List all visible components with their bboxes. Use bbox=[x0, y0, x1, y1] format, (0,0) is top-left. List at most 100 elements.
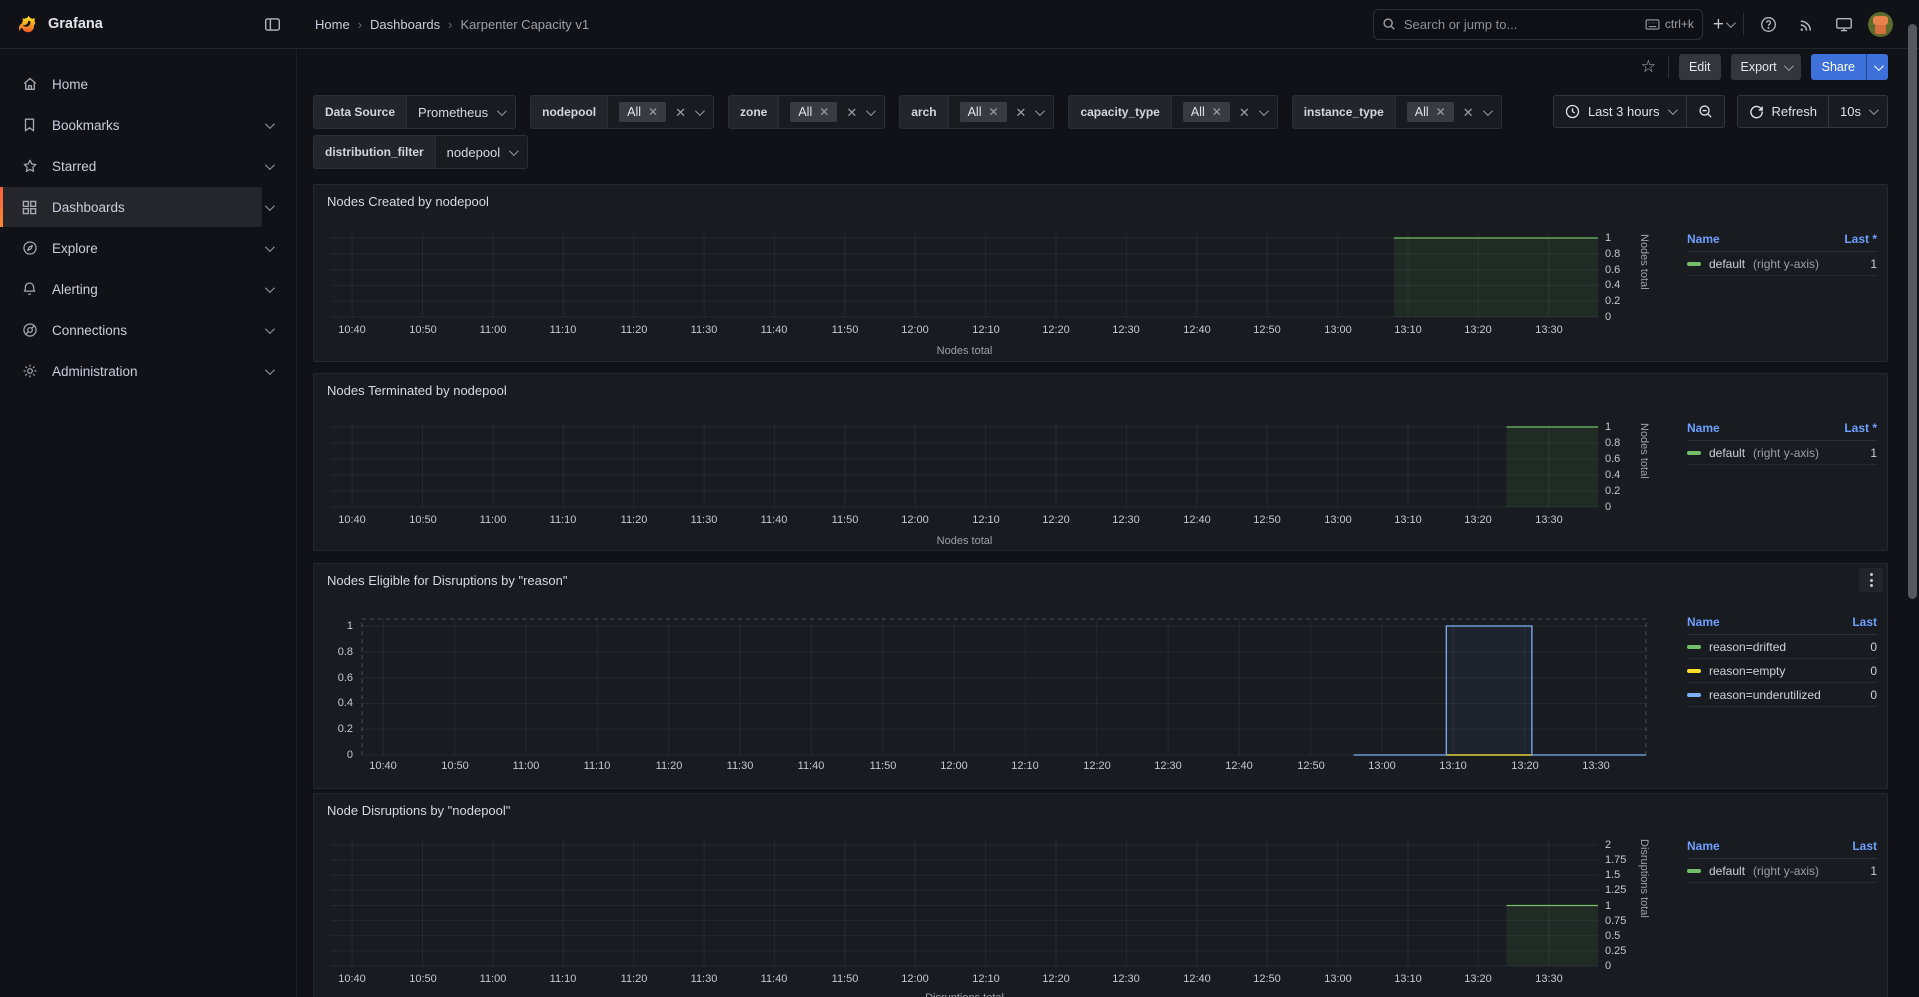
filter-bar: Data Source Prometheus nodepool All ✕ ✕ zone… bbox=[297, 85, 1919, 169]
avatar[interactable] bbox=[1868, 11, 1893, 37]
breadcrumb-dashboards[interactable]: Dashboards bbox=[370, 16, 441, 32]
x-tick-label: 11:30 bbox=[690, 514, 718, 526]
sidebar-item-alerting[interactable]: Alerting bbox=[0, 269, 296, 309]
x-tick-label: 11:20 bbox=[655, 760, 683, 772]
filter-value[interactable]: All ✕ ✕ bbox=[608, 96, 713, 128]
clear-filter-icon[interactable]: ✕ bbox=[675, 104, 686, 120]
chevron-down-icon bbox=[1667, 105, 1678, 116]
edit-button[interactable]: Edit bbox=[1678, 54, 1721, 80]
distribution-filter-picker: distribution_filter nodepool bbox=[313, 135, 529, 169]
legend-col-last[interactable]: Last bbox=[1852, 615, 1877, 629]
plug-icon bbox=[21, 322, 38, 339]
sidebar-item-starred[interactable]: Starred bbox=[0, 146, 296, 186]
filter-selected-pill[interactable]: All ✕ bbox=[1406, 102, 1454, 122]
remove-value-icon[interactable]: ✕ bbox=[1435, 105, 1446, 119]
filter-value[interactable]: All ✕ ✕ bbox=[948, 96, 1054, 128]
legend-col-name[interactable]: Name bbox=[1687, 839, 1720, 853]
filter-value[interactable]: All ✕ ✕ bbox=[779, 96, 885, 128]
chart-plot[interactable] bbox=[331, 423, 1598, 508]
y-tick-label: 0 bbox=[1605, 960, 1612, 972]
series-label[interactable]: default bbox=[1709, 445, 1746, 460]
refresh-icon bbox=[1749, 104, 1764, 119]
sidebar-item-home[interactable]: Home bbox=[0, 64, 296, 104]
brand[interactable]: Grafana bbox=[16, 13, 259, 35]
filter-value[interactable]: All ✕ ✕ bbox=[1171, 96, 1277, 128]
sidebar-item-connections[interactable]: Connections bbox=[0, 310, 296, 350]
x-tick-label: 12:20 bbox=[1042, 514, 1070, 526]
legend-row: reason=underutilized 0 bbox=[1687, 683, 1877, 707]
help-icon[interactable] bbox=[1754, 10, 1782, 38]
series-swatch bbox=[1687, 868, 1701, 873]
legend-col-name[interactable]: Name bbox=[1687, 615, 1720, 629]
legend-col-name[interactable]: Name bbox=[1687, 421, 1720, 435]
scrollbar[interactable] bbox=[1907, 2, 1917, 995]
x-tick-label: 12:40 bbox=[1183, 324, 1211, 336]
x-tick-label: 11:30 bbox=[726, 760, 754, 772]
remove-value-icon[interactable]: ✕ bbox=[988, 105, 999, 119]
legend-col-last[interactable]: Last * bbox=[1844, 232, 1877, 246]
news-rss-icon[interactable] bbox=[1792, 10, 1820, 38]
x-tick-label: 11:30 bbox=[690, 973, 718, 985]
star-dashboard-icon[interactable]: ☆ bbox=[1640, 57, 1656, 76]
refresh-interval-picker[interactable]: 10s bbox=[1828, 96, 1887, 127]
filter-selected-pill[interactable]: All ✕ bbox=[1182, 102, 1230, 122]
panel-menu-icon[interactable] bbox=[1859, 568, 1883, 592]
chart-plot[interactable] bbox=[331, 839, 1598, 967]
search-input[interactable]: Search or jump to... ctrl+k bbox=[1372, 8, 1703, 40]
breadcrumb-home[interactable]: Home bbox=[315, 16, 350, 32]
filter-label: instance_type bbox=[1292, 96, 1396, 128]
chart-plot[interactable] bbox=[361, 618, 1647, 756]
legend-col-last[interactable]: Last * bbox=[1844, 421, 1877, 435]
datasource-value[interactable]: Prometheus bbox=[407, 96, 516, 128]
bookmark-icon bbox=[21, 117, 38, 134]
series-label[interactable]: reason=drifted bbox=[1709, 639, 1787, 654]
series-label[interactable]: default bbox=[1709, 256, 1746, 271]
monitor-icon[interactable] bbox=[1830, 10, 1858, 38]
series-label[interactable]: reason=empty bbox=[1709, 663, 1786, 678]
sidebar-item-administration[interactable]: Administration bbox=[0, 351, 296, 391]
dock-sidebar-icon[interactable] bbox=[259, 11, 285, 37]
clear-filter-icon[interactable]: ✕ bbox=[1015, 104, 1027, 120]
filter-chip-capacity_type: capacity_type All ✕ ✕ bbox=[1068, 95, 1278, 129]
sidebar-item-dashboards[interactable]: Dashboards bbox=[0, 187, 275, 227]
panel-title[interactable]: Nodes Eligible for Disruptions by "reaso… bbox=[327, 573, 568, 588]
share-button[interactable]: Share bbox=[1810, 54, 1888, 80]
panel-title[interactable]: Nodes Created by nodepool bbox=[327, 194, 489, 209]
remove-value-icon[interactable]: ✕ bbox=[648, 105, 659, 119]
clear-filter-icon[interactable]: ✕ bbox=[1238, 104, 1250, 120]
series-label[interactable]: default bbox=[1709, 863, 1746, 878]
sidebar-item-bookmarks[interactable]: Bookmarks bbox=[0, 105, 296, 145]
remove-value-icon[interactable]: ✕ bbox=[1211, 105, 1222, 119]
x-tick-label: 12:10 bbox=[1011, 760, 1039, 772]
x-tick-label: 13:20 bbox=[1464, 973, 1492, 985]
sidebar-item-label: Connections bbox=[52, 322, 128, 338]
share-menu-arrow[interactable] bbox=[1866, 54, 1888, 80]
legend-col-name[interactable]: Name bbox=[1687, 232, 1720, 246]
series-label[interactable]: reason=underutilized bbox=[1709, 687, 1821, 702]
add-new-button[interactable]: + bbox=[1713, 15, 1736, 34]
chart-plot[interactable] bbox=[331, 234, 1598, 318]
filter-chip-instance_type: instance_type All ✕ ✕ bbox=[1291, 95, 1502, 129]
filter-selected-pill[interactable]: All ✕ bbox=[619, 102, 667, 122]
time-range-picker[interactable]: Last 3 hours bbox=[1554, 96, 1686, 127]
scrollbar-thumb[interactable] bbox=[1908, 24, 1917, 599]
remove-value-icon[interactable]: ✕ bbox=[819, 105, 830, 119]
filter-selected-pill[interactable]: All ✕ bbox=[790, 102, 838, 122]
clear-filter-icon[interactable]: ✕ bbox=[846, 104, 858, 120]
main-content: ☆ Edit Export Share Data Source Promethe… bbox=[297, 49, 1919, 997]
zoom-out-time-button[interactable] bbox=[1685, 96, 1724, 127]
series-suffix: (right y-axis) bbox=[1753, 863, 1820, 878]
legend-col-last[interactable]: Last bbox=[1852, 839, 1877, 853]
filter-value[interactable]: All ✕ ✕ bbox=[1395, 96, 1501, 128]
clear-filter-icon[interactable]: ✕ bbox=[1462, 104, 1474, 120]
panel-title[interactable]: Node Disruptions by "nodepool" bbox=[327, 803, 511, 818]
refresh-button[interactable]: Refresh bbox=[1738, 96, 1829, 127]
sidebar-item-explore[interactable]: Explore bbox=[0, 228, 296, 268]
y-tick-label: 1.25 bbox=[1605, 884, 1627, 896]
export-button[interactable]: Export bbox=[1730, 54, 1801, 80]
x-tick-label: 10:50 bbox=[409, 324, 437, 336]
panel-title[interactable]: Nodes Terminated by nodepool bbox=[327, 383, 507, 398]
filter-selected-pill[interactable]: All ✕ bbox=[959, 102, 1007, 122]
distribution-filter-value[interactable]: nodepool bbox=[435, 136, 528, 168]
search-icon bbox=[1382, 17, 1396, 31]
